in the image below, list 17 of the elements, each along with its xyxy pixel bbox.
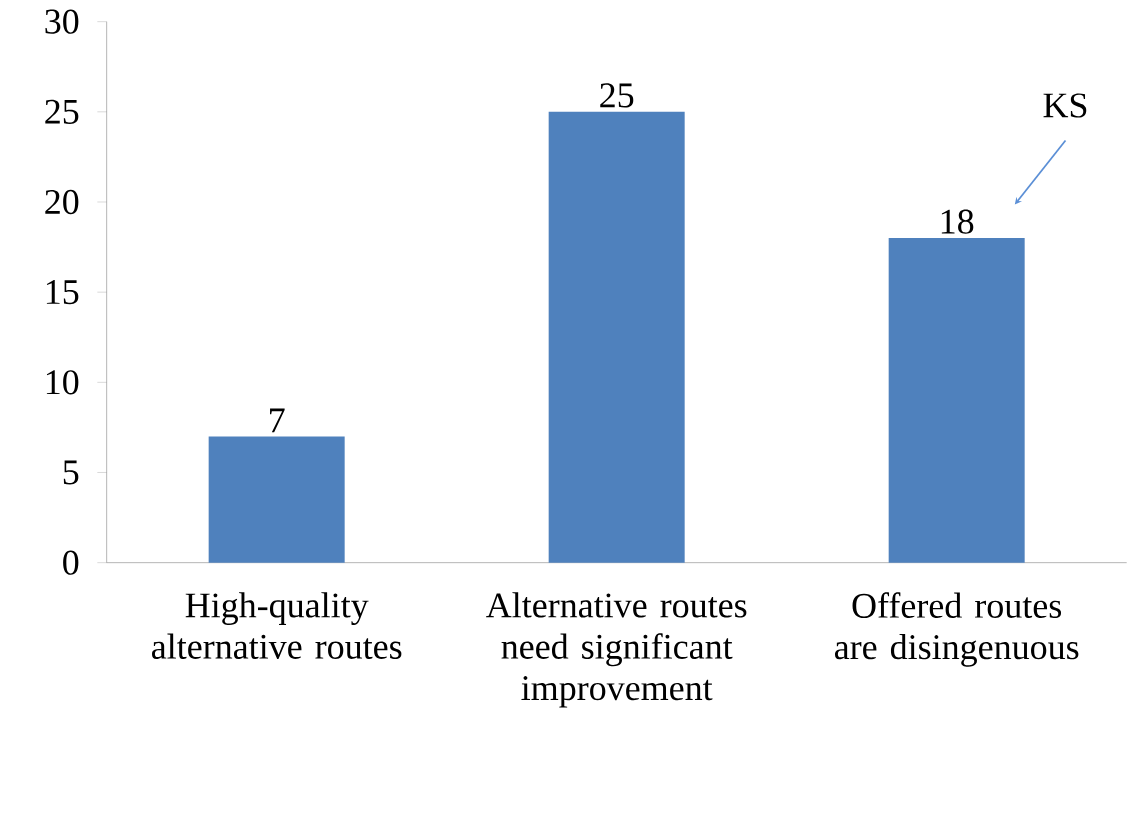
y-tick-label: 20 (45, 189, 79, 215)
bar (208, 436, 345, 563)
y-tick-label: 5 (63, 460, 79, 485)
y-tick-label: 25 (45, 99, 79, 124)
data-label: 18 (941, 209, 974, 234)
bar (548, 111, 685, 563)
y-tick-label: 30 (45, 9, 79, 34)
x-tick-label: Offered routes are disingenuous (834, 592, 1079, 667)
annotation: KS (1043, 93, 1087, 118)
y-tick-label: 15 (46, 280, 79, 305)
data-label: 7 (270, 408, 285, 433)
y-tick-label: 10 (46, 370, 79, 395)
data-label: 25 (600, 83, 634, 108)
bar (888, 238, 1025, 563)
x-tick-label: Alternative routes need significant improvement (486, 592, 747, 708)
x-tick-label: High-quality alternative routes (152, 592, 402, 659)
y-tick-label: 0 (63, 550, 79, 575)
